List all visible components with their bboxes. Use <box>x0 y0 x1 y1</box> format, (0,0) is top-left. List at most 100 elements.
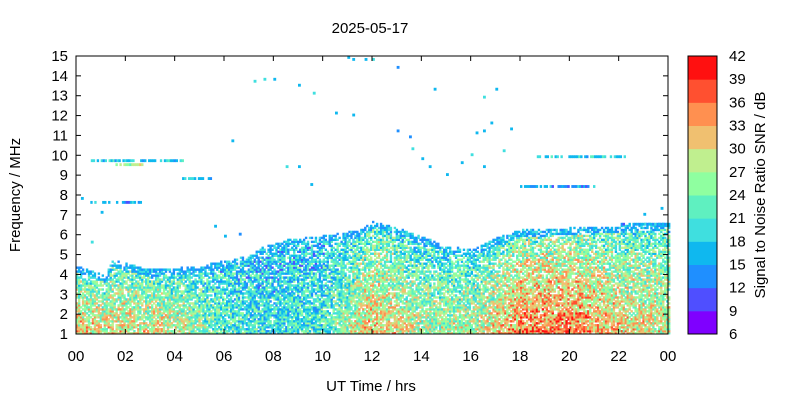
heatmap-cell <box>101 314 105 317</box>
heatmap-cell <box>143 274 146 277</box>
heatmap-cell <box>287 244 290 248</box>
heatmap-cell <box>350 294 353 297</box>
heatmap-cell <box>366 258 369 261</box>
heatmap-cell <box>342 266 345 269</box>
heatmap-cell <box>277 296 280 299</box>
heatmap-cell <box>300 260 304 263</box>
heatmap-cell <box>370 310 373 313</box>
heatmap-cell <box>233 304 237 307</box>
heatmap-cell <box>95 282 99 285</box>
heatmap-cell <box>334 284 337 287</box>
heatmap-cell <box>117 290 120 293</box>
heatmap-cell <box>263 248 266 251</box>
heatmap-cell <box>178 324 181 327</box>
heatmap-cell <box>269 276 272 279</box>
heatmap-cell <box>216 290 219 293</box>
heatmap-cell <box>326 324 329 327</box>
heatmap-cell <box>340 308 343 311</box>
heatmap-cell <box>182 302 185 305</box>
heatmap-cell <box>328 290 331 293</box>
heatmap-cell <box>275 320 278 323</box>
heatmap-cell <box>287 298 290 301</box>
heatmap-cell <box>330 260 333 263</box>
heatmap-cell <box>255 254 258 257</box>
heatmap-cell <box>375 246 379 250</box>
heatmap-cell <box>300 300 304 303</box>
heatmap-cell <box>360 230 363 234</box>
heatmap-cell <box>318 290 322 293</box>
heatmap-cell <box>350 284 353 287</box>
heatmap-cell <box>214 324 217 327</box>
heatmap-cell <box>156 280 160 283</box>
heatmap-cell <box>263 302 266 305</box>
heatmap-cell <box>251 294 254 297</box>
heatmap-cell <box>300 284 304 287</box>
heatmap-cell <box>184 312 187 315</box>
heatmap-cell <box>362 290 365 293</box>
heatmap-cell <box>109 286 112 289</box>
heatmap-cell <box>121 332 124 335</box>
heatmap-cell <box>143 296 146 299</box>
heatmap-cell <box>164 322 168 325</box>
heatmap-cell <box>105 288 108 291</box>
heatmap-cell <box>174 292 178 295</box>
heatmap-cell <box>302 322 306 325</box>
heatmap-cell <box>302 332 306 335</box>
heatmap-cell <box>129 304 132 307</box>
heatmap-cell <box>261 258 264 261</box>
heatmap-cell <box>97 324 101 327</box>
heatmap-cell <box>312 310 316 313</box>
heatmap-cell <box>251 276 254 279</box>
heatmap-cell <box>93 310 97 313</box>
heatmap-cell <box>129 328 132 331</box>
heatmap-cell <box>372 306 375 309</box>
heatmap-cell <box>77 300 81 303</box>
heatmap-cell <box>336 238 339 242</box>
heatmap-cell <box>368 286 371 289</box>
heatmap-cell <box>377 270 381 273</box>
heatmap-cell <box>107 320 110 323</box>
heatmap-cell <box>125 272 128 275</box>
heatmap-cell <box>79 318 83 321</box>
heatmap-cell <box>293 330 296 333</box>
heatmap-cell <box>318 268 322 271</box>
heatmap-cell <box>178 310 181 313</box>
heatmap-cell <box>267 276 270 279</box>
heatmap-cell <box>77 288 81 291</box>
heatmap-cell <box>373 322 377 325</box>
heatmap-cell <box>304 308 308 311</box>
heatmap-cell <box>356 262 359 265</box>
heatmap-cell <box>340 306 343 309</box>
heatmap-cell <box>340 318 343 321</box>
heatmap-cell <box>291 284 294 287</box>
heatmap-cell <box>308 274 312 277</box>
heatmap-cell <box>259 260 262 263</box>
heatmap-cell <box>318 276 322 279</box>
heatmap-cell <box>91 304 95 307</box>
heatmap-cell <box>188 330 191 333</box>
heatmap-cell <box>89 282 93 285</box>
heatmap-cell <box>89 316 93 319</box>
heatmap-cell <box>150 274 154 277</box>
heatmap-cell <box>320 316 324 319</box>
heatmap-cell <box>135 294 138 297</box>
heatmap-cell <box>283 324 286 327</box>
heatmap-cell <box>190 290 193 293</box>
heatmap-cell <box>103 296 106 299</box>
heatmap-cell <box>289 266 292 269</box>
heatmap-cell <box>147 276 150 279</box>
heatmap-cell <box>77 324 81 327</box>
heatmap-cell <box>255 294 258 297</box>
heatmap-cell <box>298 290 302 293</box>
heatmap-cell <box>206 316 209 319</box>
heatmap-cell <box>304 332 308 335</box>
heatmap-cell <box>356 314 359 317</box>
heatmap-cell <box>352 298 355 301</box>
heatmap-cell <box>79 328 83 331</box>
heatmap-cell <box>241 292 245 295</box>
heatmap-cell <box>121 288 124 291</box>
heatmap-cell <box>370 326 373 329</box>
heatmap-cell <box>358 258 361 261</box>
heatmap-cell <box>366 322 369 325</box>
heatmap-cell <box>318 310 322 313</box>
